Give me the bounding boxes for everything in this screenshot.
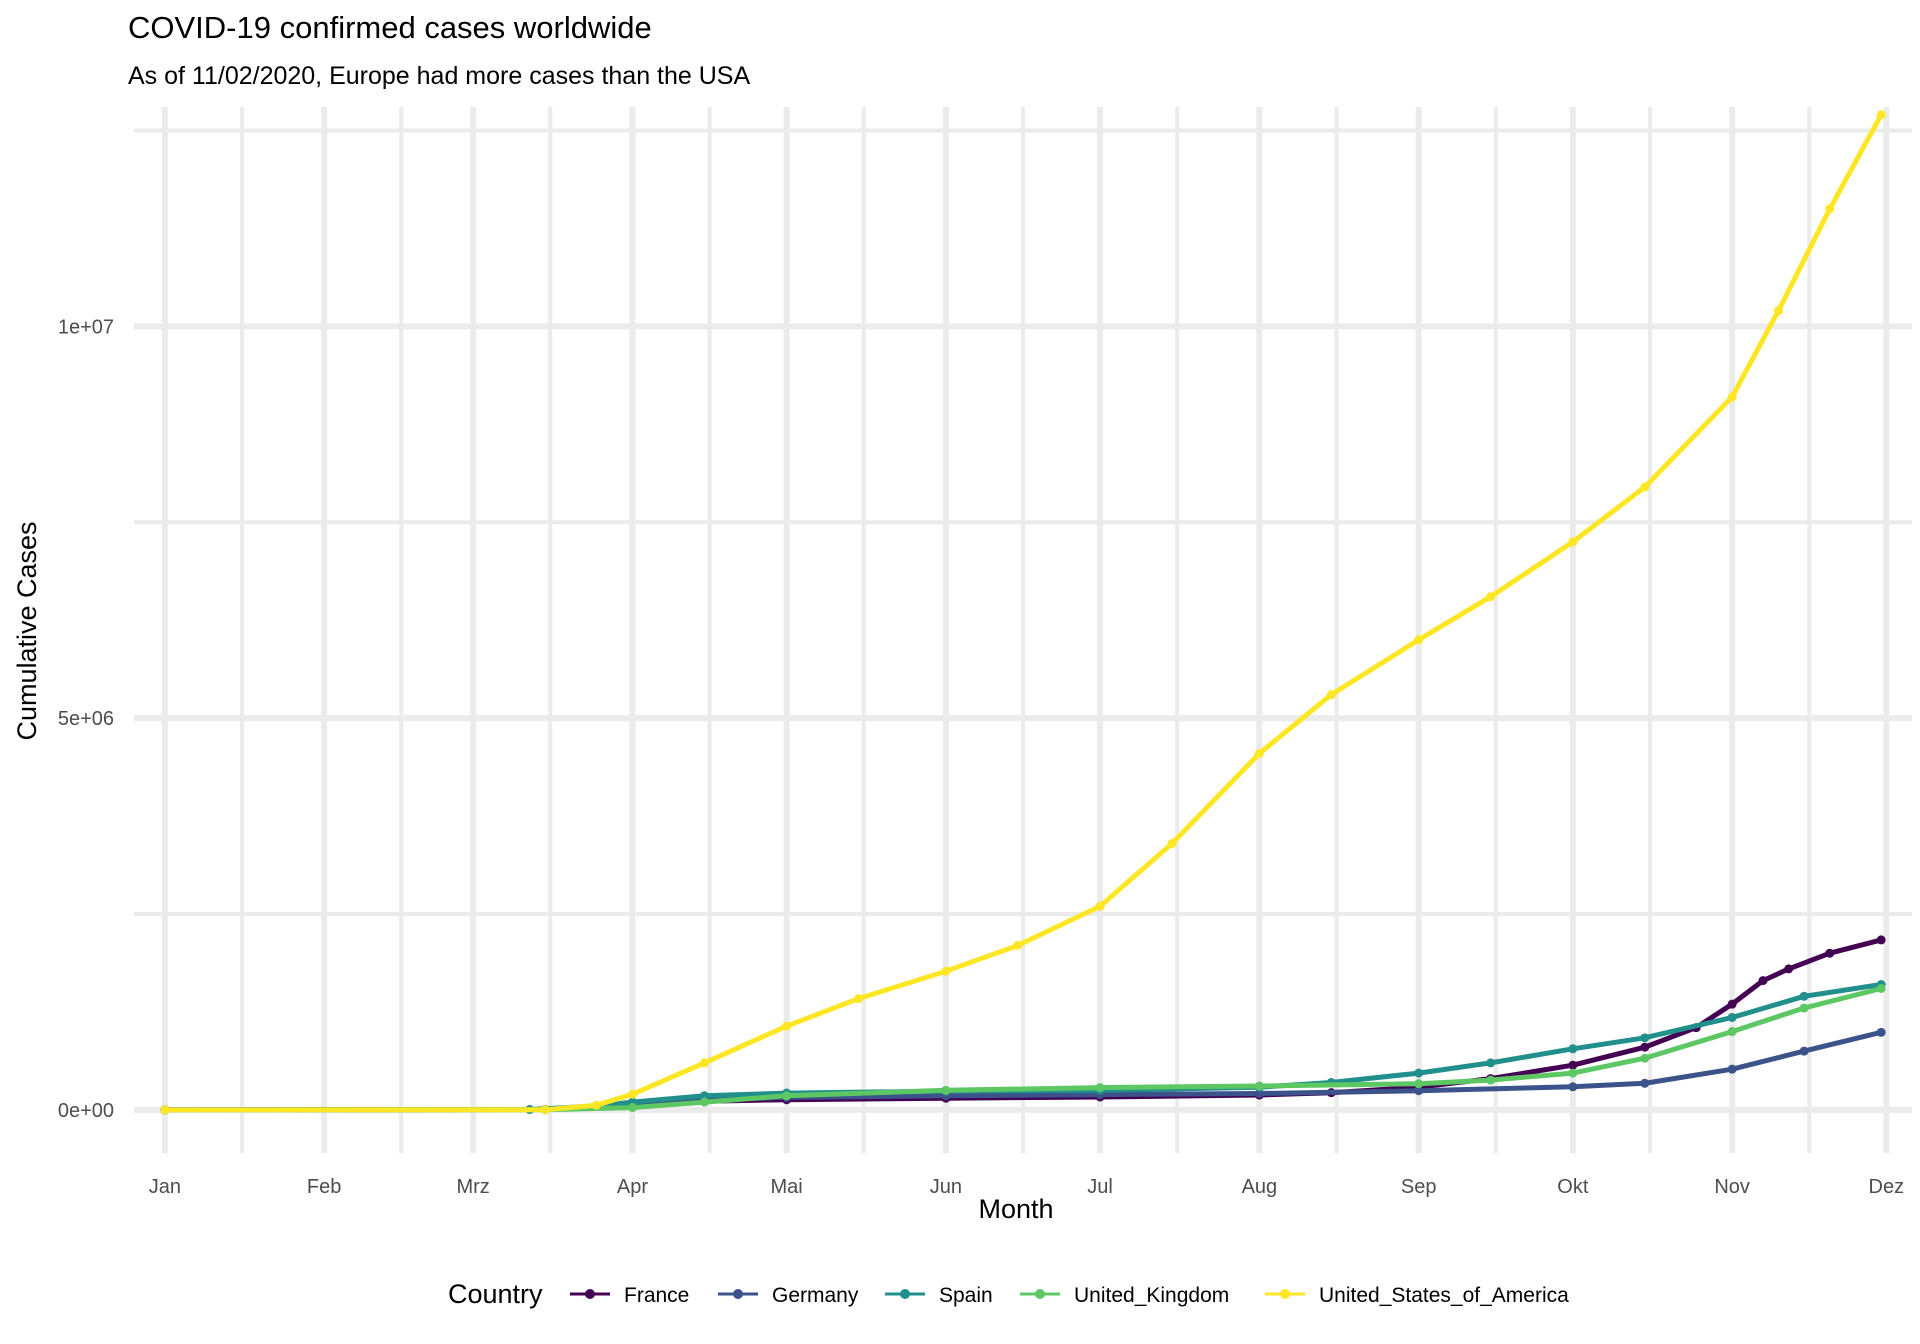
- x-tick-label: Aug: [1242, 1176, 1278, 1198]
- data-point-germany: [1568, 1082, 1578, 1092]
- data-point-united-states-of-america: [1095, 901, 1105, 911]
- data-point-germany: [1254, 1088, 1264, 1098]
- x-tick-label: Dez: [1869, 1176, 1905, 1198]
- grid-layer: [134, 107, 1912, 1153]
- data-point-france: [1758, 976, 1768, 986]
- data-point-united-states-of-america: [591, 1100, 601, 1110]
- x-axis-title: Month: [978, 1194, 1053, 1224]
- data-point-spain: [1568, 1044, 1578, 1054]
- data-point-united-states-of-america: [540, 1105, 550, 1115]
- data-point-united-states-of-america: [941, 966, 951, 976]
- data-point-united-states-of-america: [1013, 940, 1023, 950]
- series-line-germany: [162, 1029, 1884, 1113]
- data-point-united-states-of-america: [1640, 482, 1650, 492]
- data-point-united-states-of-america: [782, 1021, 792, 1031]
- data-point-united-states-of-america: [1773, 306, 1783, 316]
- legend-label: France: [624, 1284, 689, 1307]
- x-tick-label: Feb: [307, 1176, 341, 1198]
- legend-label: Spain: [939, 1284, 993, 1307]
- data-point-spain: [1799, 991, 1809, 1001]
- data-point-united-kingdom: [1254, 1081, 1264, 1091]
- legend-item-spain: Spain: [885, 1284, 993, 1307]
- data-point-spain: [1486, 1058, 1496, 1068]
- legend: Country France Germany Spain United_Kingdom…: [448, 1279, 1569, 1309]
- data-point-united-states-of-america: [160, 1105, 170, 1115]
- chart-subtitle: As of 11/02/2020, Europe had more cases …: [128, 62, 750, 90]
- data-point-germany: [1799, 1046, 1809, 1056]
- data-point-united-states-of-america: [1568, 537, 1578, 547]
- legend-label: United_Kingdom: [1074, 1284, 1229, 1307]
- data-point-united-kingdom: [699, 1097, 709, 1107]
- data-point-united-kingdom: [1799, 1003, 1809, 1013]
- data-point-united-kingdom: [1876, 983, 1886, 993]
- data-point-spain: [1727, 1012, 1737, 1022]
- data-point-france: [1640, 1042, 1650, 1052]
- legend-key-point: [1280, 1289, 1290, 1299]
- x-tick-label: Mrz: [456, 1176, 489, 1198]
- data-point-france: [1825, 948, 1835, 958]
- data-point-spain: [1640, 1033, 1650, 1043]
- y-tick-label: 5e+06: [58, 708, 114, 730]
- data-point-united-kingdom: [1640, 1053, 1650, 1063]
- legend-key-point: [900, 1289, 910, 1299]
- data-point-united-kingdom: [627, 1103, 637, 1113]
- legend-label: Germany: [772, 1284, 859, 1307]
- x-tick-label: Apr: [617, 1176, 648, 1198]
- data-point-germany: [1640, 1078, 1650, 1088]
- data-point-spain: [699, 1091, 709, 1101]
- data-point-united-kingdom: [1568, 1068, 1578, 1078]
- data-point-united-kingdom: [782, 1091, 792, 1101]
- y-axis-title: Cumulative Cases: [12, 521, 42, 740]
- data-point-united-states-of-america: [1876, 110, 1886, 120]
- data-point-united-states-of-america: [699, 1058, 709, 1068]
- x-axis-tick-labels: Jan Feb Mrz Apr Mai Jun Jul Aug Sep Okt Nov Dez: [149, 1176, 1904, 1198]
- data-point-france: [1727, 999, 1737, 1009]
- legend-item-france: France: [570, 1284, 689, 1307]
- legend-item-united-states-of-america: United_States_of_America: [1265, 1284, 1569, 1307]
- legend-item-germany: Germany: [718, 1284, 859, 1307]
- data-point-france: [1876, 935, 1886, 945]
- x-tick-label: Jun: [930, 1176, 962, 1198]
- legend-key-point: [585, 1289, 595, 1299]
- data-point-united-states-of-america: [1167, 839, 1177, 849]
- data-point-germany: [1727, 1064, 1737, 1074]
- data-point-united-states-of-america: [1414, 635, 1424, 645]
- x-tick-label: Jul: [1087, 1176, 1113, 1198]
- legend-label: United_States_of_America: [1319, 1284, 1569, 1307]
- x-tick-label: Nov: [1714, 1176, 1750, 1198]
- data-point-germany: [1876, 1027, 1886, 1037]
- data-point-united-states-of-america: [627, 1089, 637, 1099]
- data-point-france: [1568, 1060, 1578, 1070]
- data-point-united-states-of-america: [1486, 592, 1496, 602]
- series-layer: [160, 110, 1886, 1115]
- data-point-united-states-of-america: [1727, 392, 1737, 402]
- x-tick-label: Jan: [149, 1176, 181, 1198]
- data-point-united-states-of-america: [1254, 748, 1264, 758]
- data-point-united-kingdom: [1486, 1075, 1496, 1085]
- legend-item-united-kingdom: United_Kingdom: [1020, 1284, 1229, 1307]
- legend-key-point: [1035, 1289, 1045, 1299]
- data-point-united-states-of-america: [1825, 204, 1835, 214]
- x-tick-label: Okt: [1557, 1176, 1589, 1198]
- y-tick-label: 0e+00: [58, 1100, 114, 1122]
- data-point-united-states-of-america: [854, 994, 864, 1004]
- data-point-germany: [1414, 1086, 1424, 1096]
- chart-title: COVID-19 confirmed cases worldwide: [128, 10, 652, 45]
- legend-title: Country: [448, 1279, 543, 1309]
- series-united-states-of-america: [160, 110, 1886, 1115]
- data-point-spain: [1414, 1068, 1424, 1078]
- y-axis-tick-labels: 0e+00 5e+06 1e+07: [58, 316, 114, 1122]
- x-tick-label: Mai: [771, 1176, 803, 1198]
- data-point-united-states-of-america: [1326, 690, 1336, 700]
- data-point-united-kingdom: [1727, 1027, 1737, 1037]
- x-tick-label: Sep: [1401, 1176, 1437, 1198]
- legend-key-point: [733, 1289, 743, 1299]
- data-point-united-kingdom: [1095, 1083, 1105, 1093]
- y-tick-label: 1e+07: [58, 316, 114, 338]
- data-point-united-kingdom: [941, 1085, 951, 1095]
- data-point-united-kingdom: [1414, 1079, 1424, 1089]
- data-point-france: [1784, 964, 1794, 974]
